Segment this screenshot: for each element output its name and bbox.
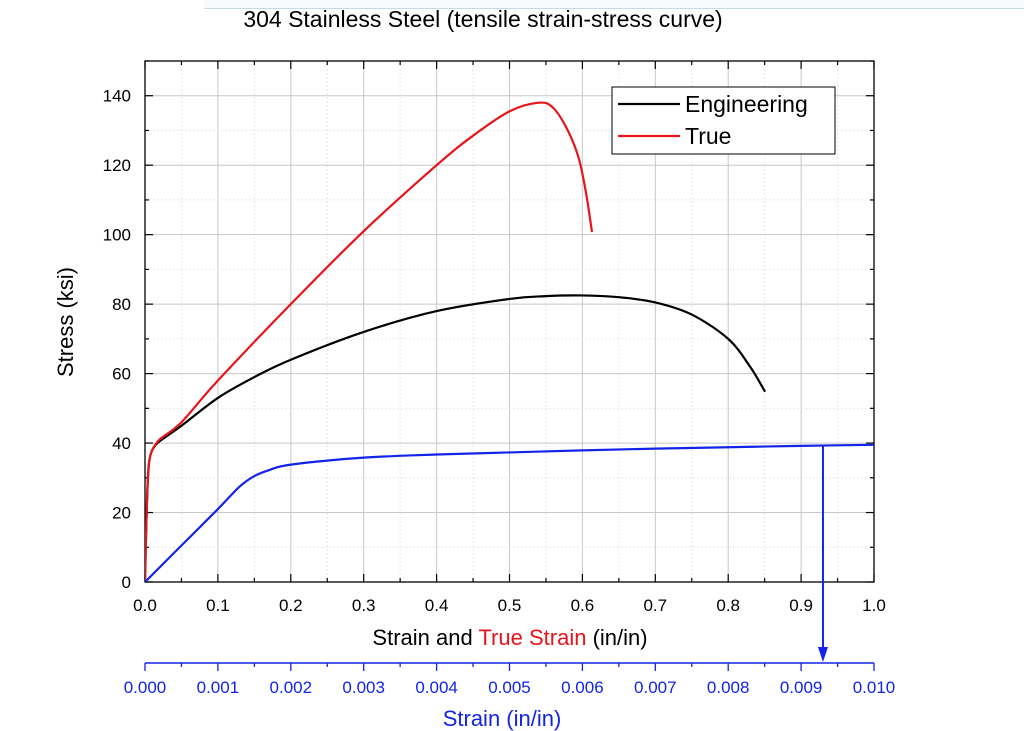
legend-box [611, 86, 836, 155]
chart-title: 304 Stainless Steel (tensile strain-stre… [243, 6, 722, 32]
series-layer [145, 101, 874, 582]
y-tick-label: 40 [112, 434, 131, 453]
secondary-x-tick-label: 0.010 [853, 678, 896, 697]
x-axis-title-part: True Strain [478, 625, 586, 650]
window-top-edge [204, 0, 1024, 9]
annotation-layer [817, 445, 828, 662]
legend: Engineering True [611, 86, 836, 155]
legend-label-true: True [685, 123, 731, 149]
x-tick-label: 1.0 [862, 596, 886, 615]
y-tick-label: 60 [112, 365, 131, 384]
annotation-arrow-head [817, 647, 828, 662]
secondary-x-tick-label: 0.009 [780, 678, 823, 697]
secondary-x-tick-label: 0.006 [561, 678, 604, 697]
x-tick-label: 0.8 [716, 596, 740, 615]
secondary-x-tick-label: 0.001 [197, 678, 240, 697]
x-tick-label: 0.1 [206, 596, 230, 615]
x-tick-label: 0.0 [133, 596, 157, 615]
y-axis-title: Stress (ksi) [53, 267, 78, 377]
y-tick-label: 140 [103, 87, 131, 106]
x-axis: 0.0 0.1 0.2 0.3 0.4 0.5 0.6 0.7 0.8 0.9 1.0 [133, 61, 886, 615]
secondary-x-tick-label: 0.000 [124, 678, 167, 697]
x-tick-label: 0.2 [279, 596, 303, 615]
x-tick-label: 0.9 [789, 596, 813, 615]
series-true-line [145, 101, 593, 582]
x-tick-label: 0.7 [643, 596, 667, 615]
y-axis: 0 20 40 60 80 100 120 140 [103, 60, 874, 592]
secondary-x-tick-label: 0.003 [342, 678, 385, 697]
x-axis-title: Strain and True Strain (in/in) [372, 625, 647, 650]
x-tick-label: 0.3 [352, 596, 376, 615]
y-tick-label: 100 [103, 226, 131, 245]
y-tick-label: 120 [103, 156, 131, 175]
x-tick-label: 0.5 [498, 596, 522, 615]
secondary-x-tick-label: 0.002 [270, 678, 313, 697]
secondary-x-axis: 0.000 0.001 0.002 0.003 0.004 0.005 0.006 0.007… [124, 662, 896, 697]
x-tick-label: 0.6 [571, 596, 595, 615]
x-axis-title-part: Strain and [372, 625, 478, 650]
secondary-x-axis-title: Strain (in/in) [443, 706, 562, 731]
x-axis-title-part: (in/in) [586, 625, 647, 650]
y-tick-label: 0 [122, 573, 131, 592]
series-3-line [145, 443, 874, 582]
secondary-x-tick-label: 0.007 [634, 678, 677, 697]
legend-label-engineering: Engineering [685, 91, 808, 117]
x-tick-label: 0.4 [425, 596, 449, 615]
y-tick-label: 80 [112, 295, 131, 314]
secondary-x-tick-label: 0.004 [415, 678, 458, 697]
y-tick-label: 20 [112, 504, 131, 523]
secondary-x-tick-label: 0.005 [488, 678, 531, 697]
secondary-x-tick-label: 0.008 [707, 678, 750, 697]
